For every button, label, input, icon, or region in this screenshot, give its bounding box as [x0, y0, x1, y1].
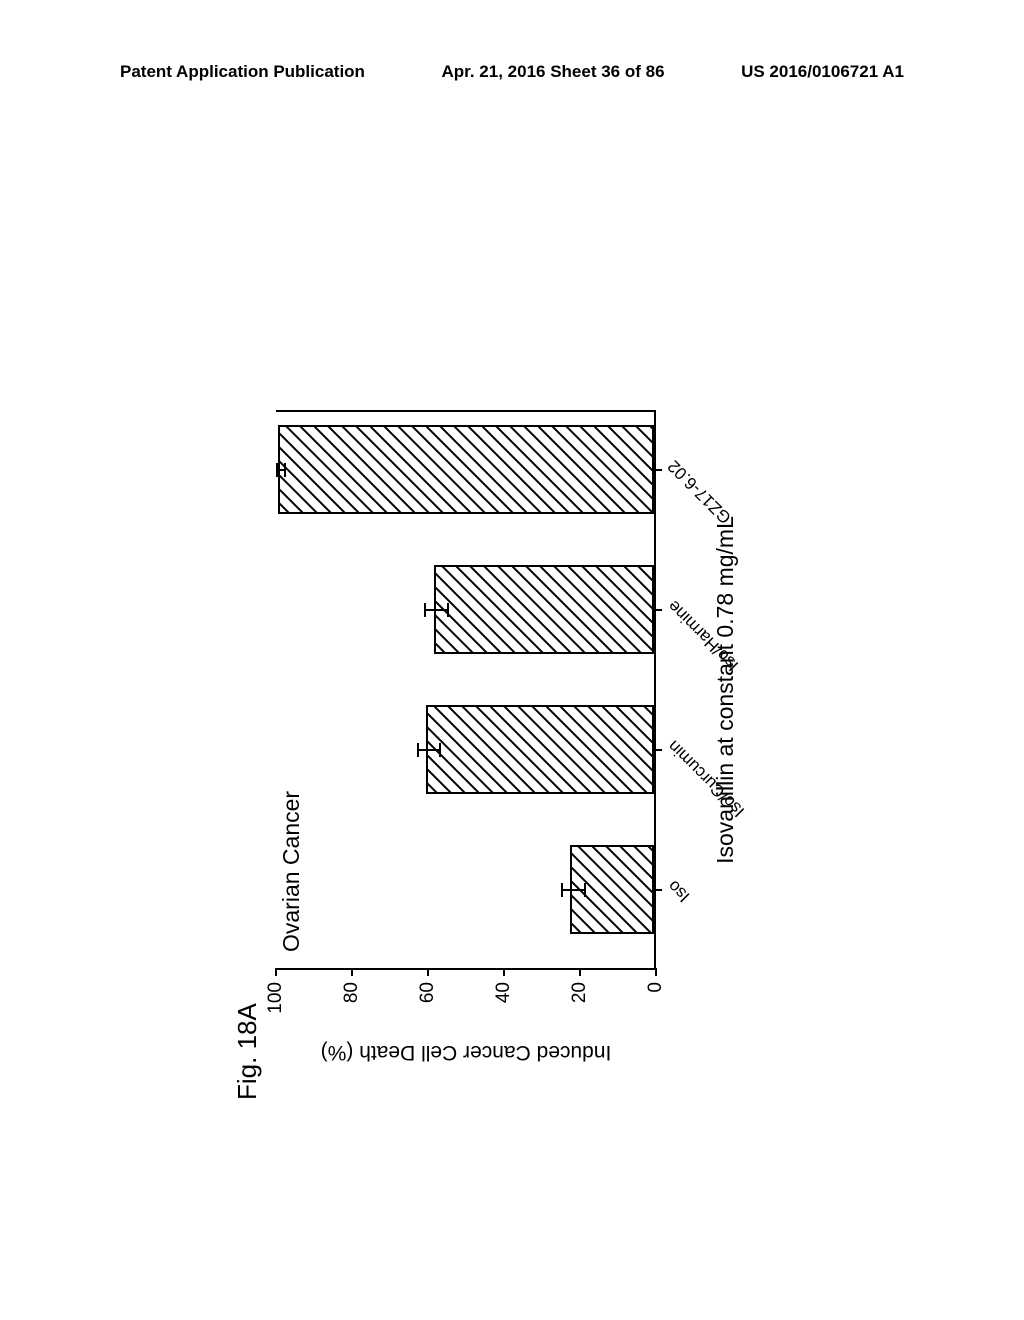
y-tick-label: 100	[265, 968, 287, 1014]
error-cap	[424, 603, 426, 617]
bar	[426, 705, 654, 795]
error-cap	[439, 743, 441, 757]
y-tick-label: 80	[341, 968, 363, 1003]
y-tick-label: 40	[493, 968, 515, 1003]
error-cap	[276, 463, 278, 477]
plot-area: 020406080100IsoIso/CurcuminIso/HarmineGZ…	[276, 410, 656, 970]
figure-container: Fig. 18A Ovarian Cancer Induced Cancer C…	[232, 320, 792, 1100]
header-center: Apr. 21, 2016 Sheet 36 of 86	[442, 62, 665, 82]
page-header: Patent Application Publication Apr. 21, …	[0, 62, 1024, 82]
header-right: US 2016/0106721 A1	[741, 62, 904, 82]
figure-label: Fig. 18A	[232, 1003, 263, 1100]
bar	[434, 565, 654, 655]
error-cap	[447, 603, 449, 617]
x-axis-label: Isovanillin at constant 0.78 mg/mL	[712, 410, 739, 970]
header-left: Patent Application Publication	[120, 62, 365, 82]
x-tick	[654, 469, 662, 471]
error-bar	[561, 889, 584, 891]
x-tick	[654, 609, 662, 611]
x-tick	[654, 889, 662, 891]
error-bar	[424, 609, 447, 611]
y-tick-label: 60	[417, 968, 439, 1003]
error-cap	[417, 743, 419, 757]
y-tick-label: 20	[569, 968, 591, 1003]
y-tick-label: 0	[645, 968, 667, 993]
x-tick-label: Iso	[664, 875, 694, 905]
bar	[278, 425, 654, 515]
error-cap	[284, 463, 286, 477]
error-cap	[561, 883, 563, 897]
error-bar	[417, 749, 440, 751]
error-cap	[584, 883, 586, 897]
x-tick	[654, 749, 662, 751]
y-axis-label: Induced Cancer Cell Death (%)	[321, 1040, 612, 1064]
